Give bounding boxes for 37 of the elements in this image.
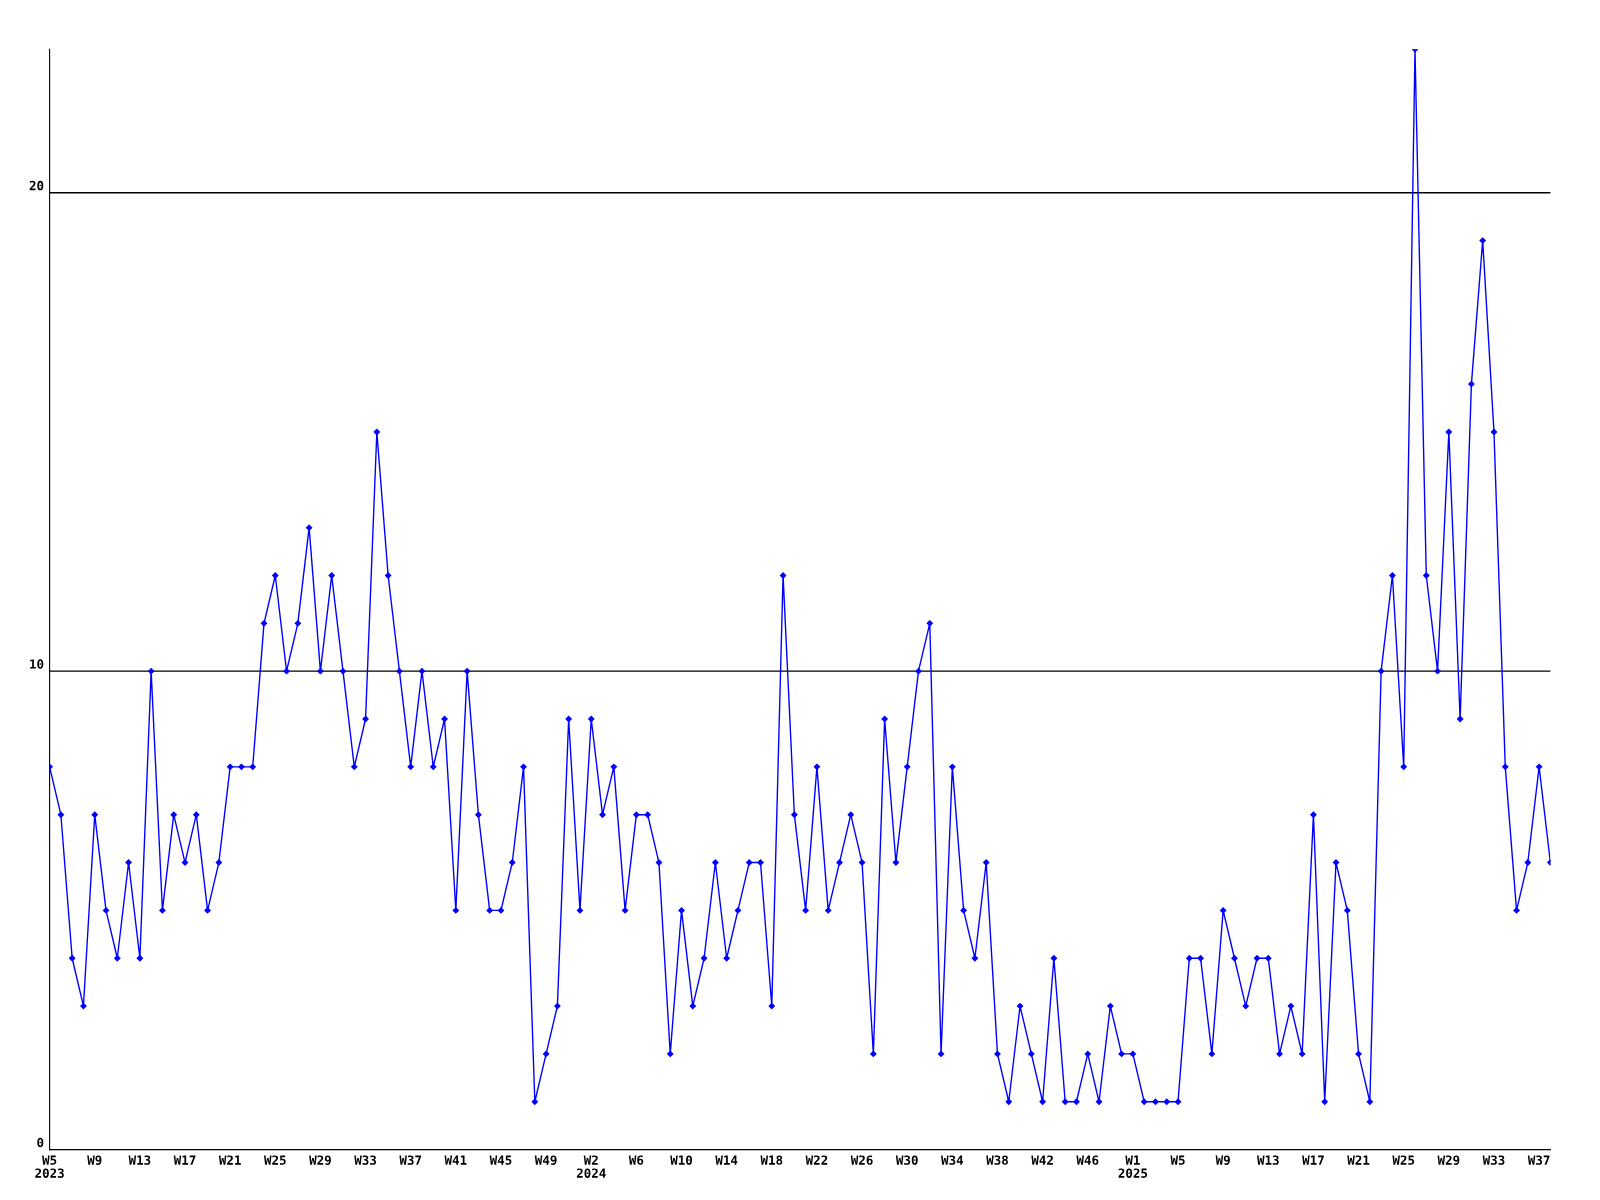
x-tick-label: W49: [534, 1155, 557, 1165]
x-tick-label: W18: [760, 1155, 783, 1165]
x-tick-label: W14: [715, 1155, 738, 1165]
x-tick-label: W30: [895, 1155, 918, 1165]
x-tick-label: W6: [628, 1155, 644, 1165]
x-tick-label: W45: [489, 1155, 512, 1165]
x-tick-label: W42: [1031, 1155, 1053, 1165]
x-tick-label: W29: [309, 1155, 331, 1165]
y-tick-label: 20: [29, 180, 44, 191]
x-tick-label: W17: [173, 1155, 196, 1165]
y-tick-label: 0: [37, 1137, 44, 1148]
x-tick-label: W5: [1170, 1155, 1185, 1165]
x-tick-label: W37: [1527, 1155, 1550, 1165]
x-tick-label: W13: [128, 1155, 151, 1165]
x-tick-label: W13: [1257, 1155, 1279, 1165]
x-tick-label: W10: [670, 1155, 693, 1165]
x-tick-label: W38: [986, 1155, 1008, 1165]
x-tick-label: W22: [805, 1155, 828, 1165]
x-tick-label: W9: [87, 1155, 102, 1165]
x-tick-label: W26: [850, 1155, 873, 1165]
x-tick-label: W2 2024: [576, 1155, 606, 1178]
x-tick-label: W34: [941, 1155, 964, 1165]
x-tick-label: W1 2025: [1118, 1155, 1148, 1178]
x-tick-label: W25: [1392, 1155, 1415, 1165]
x-tick-label: W17: [1302, 1155, 1324, 1165]
x-tick-label: W41: [444, 1155, 467, 1165]
x-tick-label: W21: [218, 1155, 241, 1165]
y-tick-label: 10: [30, 659, 44, 669]
x-tick-label: W21: [1347, 1155, 1370, 1165]
x-tick-label: W5 2023: [35, 1155, 64, 1178]
x-tick-label: W9: [1215, 1155, 1230, 1165]
x-tick-label: W37: [399, 1155, 422, 1165]
x-tick-label: W33: [354, 1155, 377, 1165]
x-tick-label: W25: [264, 1155, 286, 1165]
x-tick-label: W33: [1482, 1155, 1505, 1165]
x-tick-label: W29: [1437, 1155, 1460, 1165]
x-tick-label: W46: [1076, 1155, 1099, 1165]
